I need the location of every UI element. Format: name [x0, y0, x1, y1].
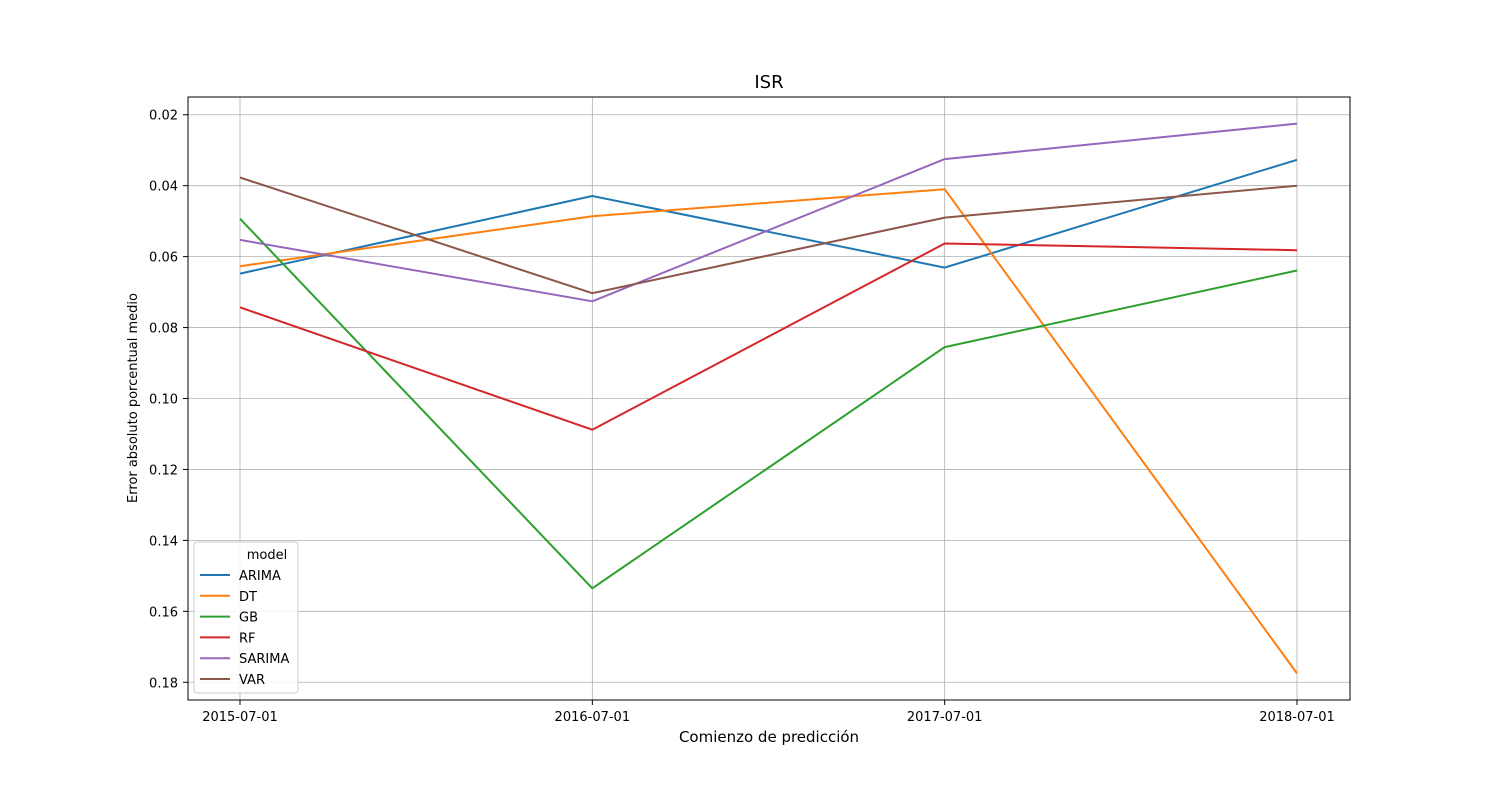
y-tick-label: 0.08	[149, 322, 178, 337]
x-tick-label: 2018-07-01	[1259, 710, 1335, 725]
legend-label-rf: RF	[239, 631, 256, 646]
legend-box	[193, 541, 299, 694]
legend-label-var: VAR	[239, 673, 265, 688]
y-tick-label: 0.06	[149, 251, 178, 266]
legend-label-sarima: SARIMA	[239, 652, 289, 667]
y-tick-label: 0.14	[149, 534, 178, 549]
series-line-sarima	[239, 122, 1298, 303]
x-tick-label: 2015-07-01	[202, 710, 278, 725]
x-axis: 2015-07-01 2016-07-01 2017-07-01 2018-07-01	[202, 700, 1335, 725]
y-axis-label: Error absoluto porcentual medio	[126, 293, 141, 503]
y-tick-label: 0.18	[149, 676, 178, 691]
legend: model ARIMA DT GB RF SARIMA VAR	[193, 541, 299, 694]
x-tick-label: 2017-07-01	[907, 710, 983, 725]
chart-title: ISR	[754, 72, 783, 93]
y-tick-label: 0.02	[149, 109, 178, 124]
legend-label-gb: GB	[239, 611, 258, 626]
series-line-dt	[239, 188, 1298, 674]
series-line-gb	[239, 218, 1298, 590]
legend-label-arima: ARIMA	[239, 569, 281, 584]
x-tick-label: 2016-07-01	[555, 710, 631, 725]
series-line-rf	[239, 242, 1298, 431]
x-axis-label: Comienzo de predicción	[679, 728, 859, 746]
grid	[188, 97, 1350, 700]
y-tick-label: 0.16	[149, 605, 178, 620]
series-lines	[239, 122, 1298, 674]
legend-title: model	[247, 548, 287, 563]
y-axis: 0.02 0.04 0.06 0.08 0.10 0.12 0.14 0.16 0.18	[149, 109, 188, 691]
y-tick-label: 0.10	[149, 393, 178, 408]
y-tick-label: 0.04	[149, 180, 178, 195]
legend-label-dt: DT	[239, 590, 257, 605]
y-tick-label: 0.12	[149, 463, 178, 478]
series-line-var	[239, 176, 1298, 295]
